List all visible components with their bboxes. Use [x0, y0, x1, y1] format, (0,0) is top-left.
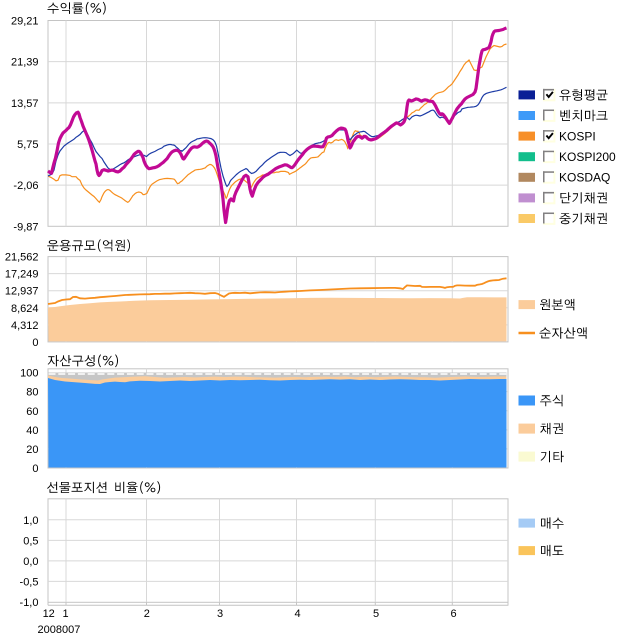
- svg-text:0,5: 0,5: [23, 535, 38, 547]
- svg-text:80: 80: [26, 387, 38, 399]
- svg-text:-0,5: -0,5: [20, 576, 39, 588]
- svg-text:KOSDAQ: KOSDAQ: [559, 171, 610, 185]
- svg-text:4,312: 4,312: [11, 320, 39, 332]
- svg-text:0,0: 0,0: [23, 556, 38, 568]
- svg-text:60: 60: [26, 406, 38, 418]
- svg-text:-2,06: -2,06: [13, 180, 38, 192]
- svg-text:6: 6: [450, 608, 456, 620]
- svg-text:21,562: 21,562: [5, 252, 39, 264]
- svg-text:2008007: 2008007: [38, 624, 81, 636]
- svg-text:0: 0: [32, 337, 38, 349]
- svg-text:5,75: 5,75: [17, 139, 38, 151]
- svg-text:-9,87: -9,87: [13, 221, 38, 233]
- svg-text:KOSPI: KOSPI: [559, 129, 596, 143]
- svg-text:0: 0: [32, 463, 38, 475]
- svg-text:13,57: 13,57: [11, 98, 39, 110]
- svg-text:5: 5: [373, 608, 379, 620]
- svg-text:40: 40: [26, 425, 38, 437]
- svg-text:21,39: 21,39: [11, 57, 39, 69]
- svg-text:20: 20: [26, 444, 38, 456]
- svg-text:-1,0: -1,0: [20, 597, 39, 609]
- svg-text:KOSPI200: KOSPI200: [559, 150, 616, 164]
- svg-text:4: 4: [294, 608, 300, 620]
- svg-text:12: 12: [43, 608, 55, 620]
- svg-text:1,0: 1,0: [23, 515, 38, 527]
- svg-text:2: 2: [144, 608, 150, 620]
- svg-text:1: 1: [62, 608, 68, 620]
- svg-text:17,249: 17,249: [5, 269, 39, 281]
- svg-text:8,624: 8,624: [11, 303, 39, 315]
- svg-text:29,21: 29,21: [11, 16, 39, 28]
- svg-text:12,937: 12,937: [5, 286, 39, 298]
- svg-text:3: 3: [217, 608, 223, 620]
- svg-text:100: 100: [20, 368, 38, 380]
